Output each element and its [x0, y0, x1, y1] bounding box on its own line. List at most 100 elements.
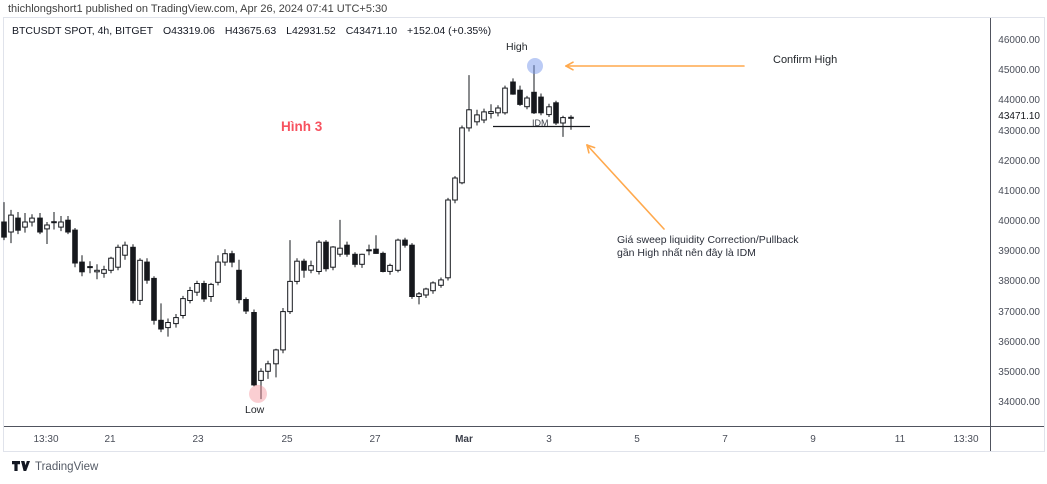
candle	[366, 249, 372, 252]
candle	[445, 199, 451, 279]
candle	[280, 311, 286, 351]
candle	[344, 244, 350, 255]
candle	[416, 293, 422, 297]
idm-note-line2: gần High nhất nên đây là IDM	[617, 247, 756, 259]
tradingview-logo[interactable]: TradingView	[12, 459, 98, 475]
candle	[165, 322, 171, 329]
candle	[466, 109, 472, 129]
symbol-header: BTCUSDT SPOT, 4h, BITGET O43319.06 H4367…	[12, 25, 498, 37]
candle	[51, 221, 57, 224]
time-tick-label: 21	[104, 434, 116, 445]
candle	[481, 111, 487, 121]
candle	[502, 87, 508, 114]
ohlc-open: O43319.06	[162, 25, 215, 37]
candle	[316, 241, 322, 272]
candle	[495, 107, 501, 114]
candle	[236, 269, 242, 301]
candle	[459, 127, 465, 184]
candle	[29, 217, 35, 223]
price-tick-label: 35000.00	[998, 367, 1040, 378]
candle	[373, 248, 379, 254]
price-tick-label: 44000.00	[998, 95, 1040, 106]
candle	[65, 219, 71, 233]
candle	[301, 260, 307, 271]
candle	[337, 247, 343, 255]
time-tick-label: 11	[894, 434, 906, 445]
candle	[488, 111, 494, 114]
ohlc-low: L42931.52	[286, 25, 336, 37]
low-marker-circle	[249, 384, 267, 403]
candle	[8, 214, 14, 233]
candle	[94, 269, 100, 273]
candle	[546, 106, 552, 116]
price-tick-label: 46000.00	[998, 35, 1040, 46]
candle	[294, 260, 300, 282]
price-tick-label: 43000.00	[998, 126, 1040, 137]
candle	[229, 253, 235, 263]
annotation-arrow	[586, 144, 665, 230]
last-price-label: 43471.10	[998, 111, 1040, 122]
time-tick-label: 23	[192, 434, 204, 445]
time-tick-label: 3	[546, 434, 552, 445]
candle	[409, 244, 415, 297]
tradingview-logo-icon	[12, 460, 30, 471]
price-tick-label: 40000.00	[998, 216, 1040, 227]
candle	[423, 288, 429, 296]
candle	[37, 217, 43, 233]
time-tick-label: 7	[722, 434, 728, 445]
price-tick-label: 37000.00	[998, 307, 1040, 318]
time-tick-label: 13:30	[953, 434, 979, 445]
price-tick-label: 34000.00	[998, 397, 1040, 408]
candle	[137, 259, 143, 301]
candle	[144, 261, 150, 281]
candlestick-series	[1, 65, 574, 400]
candle	[568, 116, 574, 119]
candle	[538, 96, 544, 114]
candle	[452, 177, 458, 201]
high-marker-circle	[527, 58, 543, 74]
time-tick-label: 5	[634, 434, 640, 445]
candle	[215, 261, 221, 283]
ohlc-change: +152.04 (+0.35%)	[407, 25, 492, 37]
candle	[287, 280, 293, 313]
candle	[251, 312, 257, 386]
time-tick-label: 13:30	[33, 434, 59, 445]
candle	[1, 221, 7, 238]
candle	[402, 239, 408, 246]
ohlc-close: C43471.10	[345, 25, 398, 37]
candle	[87, 266, 93, 269]
price-tick-label: 38000.00	[998, 276, 1040, 287]
candle	[222, 253, 228, 263]
candle	[44, 224, 50, 230]
confirm-high-label: Confirm High	[773, 54, 838, 66]
low-label: Low	[245, 404, 265, 416]
price-tick-label: 45000.00	[998, 65, 1040, 76]
candle	[58, 221, 64, 228]
time-tick-label: Mar	[455, 434, 473, 445]
idm-note: Giá sweep liquidity Correction/Pullback …	[617, 234, 799, 260]
candle	[510, 81, 516, 95]
candle	[101, 269, 107, 274]
candle	[380, 252, 386, 272]
candle	[79, 261, 85, 273]
candle	[243, 299, 249, 312]
candle	[72, 229, 78, 264]
candle	[15, 217, 21, 231]
candle	[524, 97, 530, 108]
price-tick-label: 41000.00	[998, 186, 1040, 197]
price-tick-label: 36000.00	[998, 337, 1040, 348]
candle	[438, 279, 444, 286]
tradingview-logo-text: TradingView	[35, 461, 99, 473]
candle	[151, 277, 157, 321]
annotation-arrow	[565, 61, 745, 71]
candle	[173, 317, 179, 325]
candle	[430, 282, 436, 292]
figure-caption: Hình 3	[281, 119, 323, 134]
candle	[395, 239, 401, 271]
candle	[108, 257, 114, 271]
candle	[517, 89, 523, 105]
candle	[22, 221, 28, 228]
candle	[352, 253, 358, 265]
